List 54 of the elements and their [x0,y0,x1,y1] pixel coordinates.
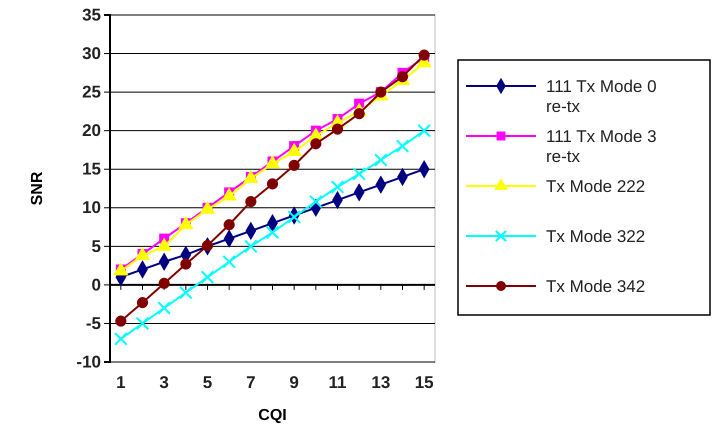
point [287,210,301,224]
point [180,258,192,270]
point [418,50,430,61]
point [224,219,235,230]
point [309,194,323,208]
point [114,332,128,346]
point [200,270,214,284]
y-tick-label: -5 [86,314,101,333]
point [417,124,431,138]
point [266,226,280,240]
x-tick-label: 3 [159,373,169,392]
legend-label: 111 Tx Mode 3 re-tx [546,127,657,166]
point [352,167,366,181]
point [266,178,278,190]
x-tick-label: 13 [371,373,390,392]
x-tick-label: 15 [414,373,434,392]
point [310,138,322,150]
point [222,254,236,269]
legend-label: 111 Tx Mode 0 re-tx [546,77,657,116]
point [202,240,214,252]
point [245,196,256,208]
y-tick-label: 15 [82,160,101,179]
point [158,278,170,289]
legend-label: Tx Mode 222 [546,177,646,196]
legend-label: Tx Mode 322 [546,227,646,246]
legend-label: Tx Mode 342 [546,277,646,296]
y-tick-label: 30 [82,44,101,63]
y-tick-label: 0 [92,275,101,294]
x-axis-title: CQI [258,407,287,424]
y-tick-label: -10 [76,352,101,372]
x-tick-label: 5 [202,373,212,392]
y-tick-label: 5 [92,236,101,256]
point [396,139,410,153]
point [330,180,344,194]
x-tick-label: 11 [328,373,346,392]
y-tick-label: 20 [82,121,101,140]
point [288,160,300,171]
point [354,108,365,120]
point [115,316,126,327]
y-tick-label: 25 [82,82,101,102]
x-tick-label: 7 [246,373,256,392]
point [396,71,408,82]
point [179,286,193,300]
point [157,301,171,315]
point [332,124,344,135]
point [136,316,150,330]
point [244,240,258,254]
x-tick-label: 1 [116,373,126,392]
point [136,297,148,308]
point [374,153,388,167]
y-tick-label: 35 [82,5,101,24]
y-tick-label: 10 [82,198,101,218]
x-tick-label: 9 [289,373,299,392]
y-axis-title: SNR [29,171,46,206]
